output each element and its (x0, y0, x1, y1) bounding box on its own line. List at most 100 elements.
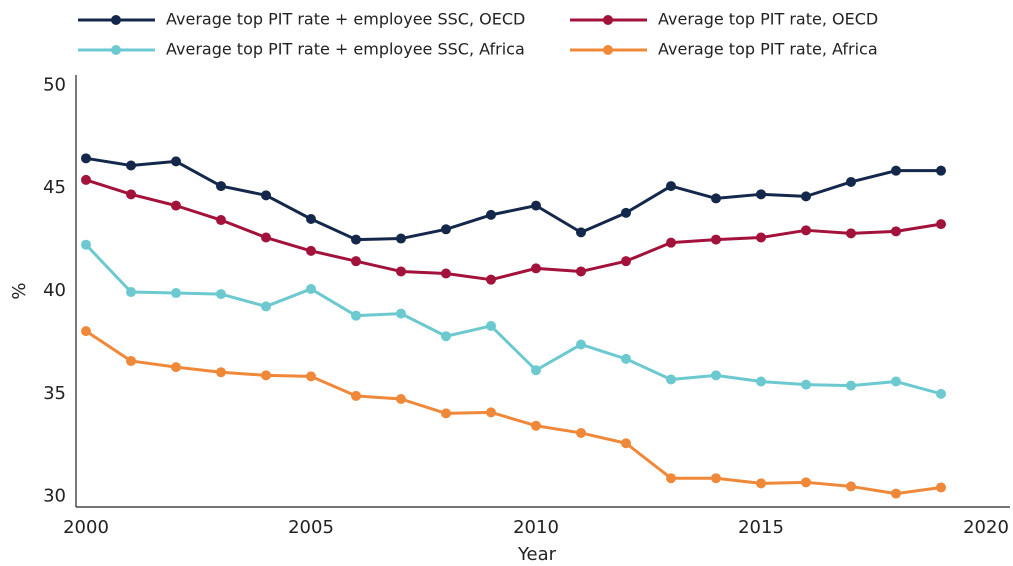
data-point (171, 200, 181, 211)
data-point (396, 308, 406, 319)
data-point (801, 191, 811, 202)
data-point (396, 394, 406, 404)
data-point (621, 353, 631, 364)
x-tick-label: 2000 (63, 517, 109, 538)
legend-label: Average top PIT rate, Africa (658, 40, 878, 59)
data-point (531, 420, 541, 431)
legend-label: Average top PIT rate, OECD (658, 10, 878, 29)
data-point (306, 214, 316, 224)
x-tick-label: 2015 (738, 517, 784, 538)
data-point (396, 266, 406, 277)
data-point (711, 234, 721, 245)
data-point (621, 438, 631, 449)
data-point (306, 371, 316, 382)
data-point (666, 473, 676, 484)
data-point (801, 225, 811, 236)
data-point (351, 234, 361, 245)
data-point (306, 245, 316, 256)
data-point (171, 156, 181, 167)
data-point (846, 481, 856, 492)
data-point (711, 193, 721, 204)
data-point (846, 176, 856, 187)
data-point (531, 263, 541, 274)
y-tick-label: 50 (43, 74, 66, 95)
x-tick-label: 2005 (288, 517, 334, 538)
legend-marker (603, 15, 613, 25)
data-point (81, 239, 91, 250)
data-point (81, 174, 91, 185)
data-point (126, 355, 136, 366)
data-point (171, 288, 181, 299)
data-point (81, 326, 91, 337)
data-point (936, 482, 946, 493)
data-point (486, 320, 496, 331)
y-tick-label: 45 (43, 177, 66, 198)
data-point (261, 370, 271, 381)
data-point (531, 365, 541, 376)
legend-marker (603, 45, 613, 55)
data-point (351, 310, 361, 321)
y-tick-label: 30 (43, 486, 66, 507)
data-point (801, 379, 811, 390)
data-point (891, 165, 901, 176)
data-point (261, 190, 271, 201)
data-point (351, 256, 361, 267)
data-point (891, 226, 901, 237)
data-point (261, 301, 271, 312)
data-point (81, 153, 91, 164)
data-point (216, 215, 226, 226)
data-point (261, 232, 271, 243)
data-point (216, 289, 226, 300)
data-point (891, 488, 901, 499)
data-point (936, 165, 946, 176)
legend-marker (111, 45, 121, 55)
data-point (576, 427, 586, 438)
data-point (801, 477, 811, 488)
data-point (846, 380, 856, 391)
data-point (216, 181, 226, 192)
y-tick-label: 40 (43, 280, 66, 301)
data-point (846, 228, 856, 239)
series-line (84, 243, 942, 396)
series-line (85, 156, 941, 242)
data-point (621, 256, 631, 267)
data-point (486, 209, 496, 220)
data-point (486, 274, 496, 285)
data-point (666, 237, 676, 248)
series-line (85, 178, 942, 282)
legend-label: Average top PIT rate + employee SSC, Afr… (166, 40, 525, 59)
data-point (216, 367, 226, 378)
x-tick-label: 2010 (513, 517, 559, 538)
data-point (396, 233, 406, 244)
data-point (126, 160, 136, 171)
data-point (486, 407, 496, 418)
data-point (936, 388, 946, 399)
data-point (126, 287, 136, 298)
data-point (756, 189, 766, 200)
data-point (711, 473, 721, 484)
data-point (441, 408, 451, 419)
data-point (306, 283, 316, 294)
x-tick-label: 2020 (963, 517, 1009, 538)
data-point (666, 181, 676, 192)
data-point (126, 189, 136, 200)
data-point (351, 390, 361, 401)
data-point (171, 362, 181, 373)
data-point (576, 227, 586, 238)
data-point (441, 268, 451, 279)
y-tick-label: 35 (43, 383, 66, 404)
data-point (756, 232, 766, 243)
data-point (576, 266, 586, 277)
data-point (441, 224, 451, 235)
data-point (756, 478, 766, 489)
y-axis-label: % (9, 282, 30, 299)
data-point (891, 376, 901, 387)
data-point (711, 370, 721, 381)
data-point (756, 376, 766, 387)
data-point (666, 374, 676, 385)
data-point (576, 339, 586, 350)
data-point (621, 207, 631, 218)
legend-label: Average top PIT rate + employee SSC, OEC… (166, 10, 525, 29)
